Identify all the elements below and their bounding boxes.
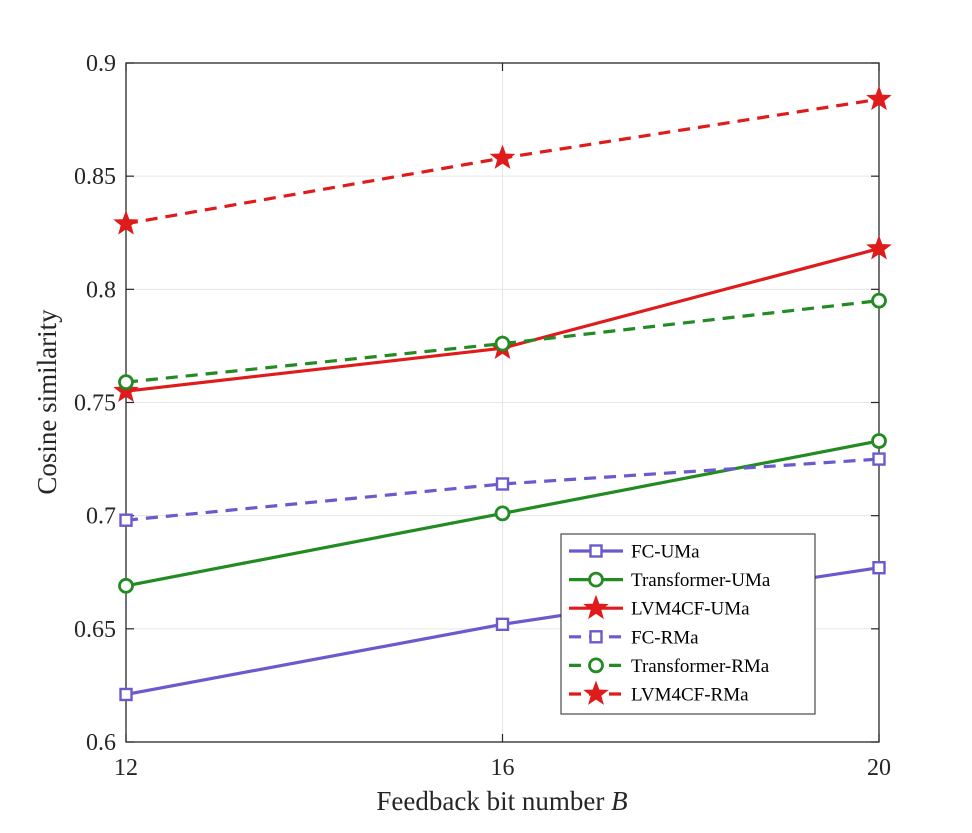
x-tick-label: 12 [114,755,138,781]
legend-marker-star [583,594,609,620]
y-tick-label: 0.7 [86,504,116,530]
y-tick-label: 0.75 [74,391,116,417]
legend-entries: FC-UMa Transformer-UMa LVM4CF-UMa FC-RMa Tra… [569,542,771,706]
legend-entry: FC-UMa [569,542,700,563]
series-transformer-rma [118,292,887,391]
legend-marker-star [583,680,609,705]
legend-label: LVM4CF-RMa [631,685,749,706]
data-point-star [489,144,516,169]
series-fc-rma [119,452,886,527]
data-point-circle [118,374,134,391]
legend-entry: LVM4CF-RMa [569,680,749,706]
y-tick-label: 0.85 [74,164,116,190]
data-point-circle [871,433,887,449]
data-point-circle [118,577,134,594]
legend-box [560,533,816,715]
axis-ticks: 0.6 0.65 0.7 0.75 0.8 0.85 0.9 12 16 20 [74,51,891,781]
legend-marker-square [589,544,603,558]
data-point-circle [494,335,511,352]
legend-label: Transformer-RMa [631,656,770,677]
data-point-star [113,210,139,235]
legend-entry: FC-RMa [569,627,699,648]
data-point-square [872,452,886,466]
series-lvm4cf-rma [113,85,892,235]
legend-marker-circle [588,657,604,674]
data-point-square [495,617,510,632]
legend-marker-circle [588,571,604,588]
legend-entry: LVM4CF-UMa [569,594,750,620]
data-point-circle [871,292,887,309]
legend-entry: Transformer-UMa [569,570,771,591]
data-point-square [495,477,510,491]
data-point-circle [494,505,511,522]
y-tick-label: 0.65 [74,617,116,643]
legend-entry: Transformer-RMa [569,656,770,677]
x-axis-title: Feedback bit number B [376,786,627,816]
y-tick-label: 0.9 [86,51,116,77]
x-tick-label: 20 [867,755,891,781]
data-point-square [872,561,886,575]
y-tick-label: 0.8 [86,277,116,303]
series-line [125,299,880,384]
series-line [125,457,880,522]
data-point-star [866,235,892,260]
x-tick-label: 16 [491,755,515,781]
legend-label: FC-RMa [631,627,699,648]
legend: FC-UMa Transformer-UMa LVM4CF-UMa FC-RMa Tra… [560,533,816,715]
y-tick-label: 0.6 [86,730,116,756]
legend-label: FC-UMa [631,542,700,563]
legend-marker-square [589,630,603,644]
data-point-star [866,85,892,111]
x-axis-title-variable: B [611,786,628,816]
series-transformer-uma [118,433,887,594]
data-point-star [113,377,139,403]
legend-label: Transformer-UMa [631,570,771,591]
x-axis-title-text: Feedback bit number [376,786,604,816]
data-point-square [119,513,133,527]
legend-label: LVM4CF-UMa [631,599,750,620]
y-axis-title: Cosine similarity [32,309,62,495]
data-point-square [119,687,133,702]
